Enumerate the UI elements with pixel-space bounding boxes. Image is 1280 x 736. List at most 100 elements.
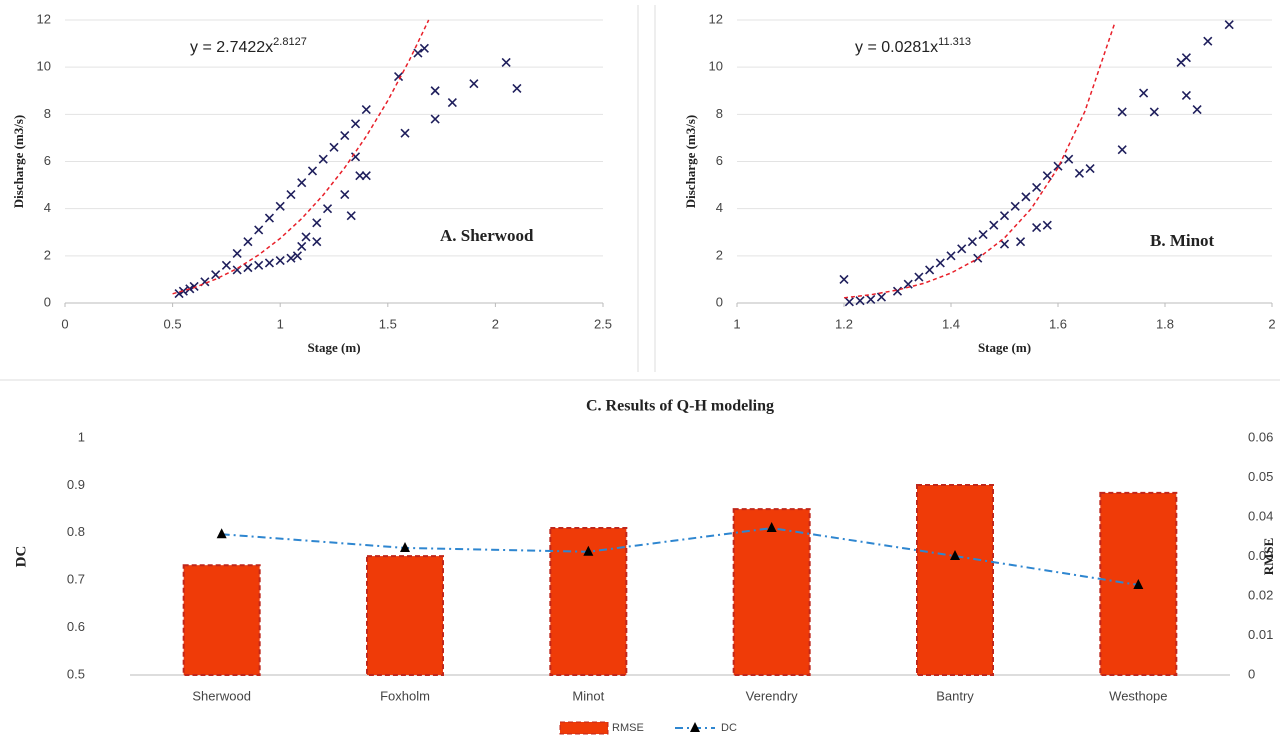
equation: y = 0.0281x11.313 bbox=[855, 36, 971, 56]
y-tick-label: 0 bbox=[44, 294, 51, 309]
x-tick-label: Bantry bbox=[936, 688, 974, 703]
data-point bbox=[243, 237, 253, 247]
data-point bbox=[329, 142, 339, 152]
data-point bbox=[967, 237, 977, 247]
x-tick-label: 1.6 bbox=[1049, 316, 1067, 331]
data-point bbox=[1042, 220, 1052, 230]
data-point bbox=[254, 225, 264, 235]
data-point bbox=[925, 265, 935, 275]
data-point bbox=[254, 260, 264, 270]
data-point bbox=[211, 270, 221, 280]
y-tick-label: 10 bbox=[709, 59, 723, 74]
bar bbox=[366, 555, 444, 676]
y-tick-label: 2 bbox=[44, 247, 51, 262]
y-tick-label: 0.5 bbox=[67, 666, 85, 681]
data-point bbox=[430, 86, 440, 96]
bar bbox=[732, 508, 811, 676]
y-axis-label: DC bbox=[13, 546, 29, 568]
data-point bbox=[501, 57, 511, 68]
y2-tick-label: 0.02 bbox=[1248, 587, 1273, 602]
data-point bbox=[978, 230, 988, 240]
data-point bbox=[1139, 88, 1149, 98]
y2-tick-label: 0.06 bbox=[1248, 429, 1273, 444]
fit-line bbox=[172, 19, 430, 295]
data-point bbox=[419, 43, 429, 53]
data-point bbox=[1074, 168, 1084, 178]
bar bbox=[916, 484, 994, 676]
y-tick-label: 4 bbox=[716, 200, 723, 215]
equation: y = 2.7422x2.8127 bbox=[190, 36, 307, 56]
data-point bbox=[340, 130, 350, 141]
y-tick-label: 12 bbox=[709, 11, 723, 26]
data-point bbox=[297, 178, 307, 188]
annotation: B. Minot bbox=[1150, 231, 1215, 250]
data-point bbox=[312, 237, 322, 247]
data-point bbox=[393, 72, 404, 82]
equation-exponent: 11.313 bbox=[938, 36, 971, 48]
data-point bbox=[1149, 107, 1159, 117]
data-point bbox=[322, 204, 333, 214]
data-point bbox=[361, 171, 371, 181]
x-tick-label: Verendry bbox=[746, 688, 799, 703]
x-tick-label: Foxholm bbox=[380, 688, 430, 703]
data-point bbox=[400, 128, 410, 138]
data-point bbox=[1085, 164, 1095, 174]
x-tick-label: 2.5 bbox=[594, 316, 612, 331]
data-point bbox=[346, 211, 356, 221]
data-point bbox=[1117, 107, 1127, 117]
dc-marker bbox=[766, 522, 777, 533]
y-tick-label: 0 bbox=[716, 294, 723, 309]
data-point bbox=[264, 258, 275, 268]
x-tick-label: Minot bbox=[572, 688, 604, 703]
y-tick-label: 6 bbox=[716, 153, 723, 168]
data-point bbox=[999, 211, 1010, 221]
y-tick-label: 0.7 bbox=[67, 572, 85, 587]
bar bbox=[182, 564, 261, 676]
data-point bbox=[946, 251, 956, 261]
data-point bbox=[876, 292, 887, 302]
y2-tick-label: 0.03 bbox=[1248, 548, 1273, 563]
data-point bbox=[1203, 36, 1213, 46]
annotation: A. Sherwood bbox=[440, 226, 534, 245]
bar bbox=[1099, 491, 1178, 676]
x-tick-label: 1 bbox=[277, 316, 284, 331]
x-tick-label: 1.8 bbox=[1156, 316, 1174, 331]
y-tick-label: 10 bbox=[37, 59, 51, 74]
data-point bbox=[286, 189, 296, 200]
equation-exponent: 2.8127 bbox=[273, 36, 307, 48]
dc-line bbox=[221, 527, 1139, 586]
data-point bbox=[839, 274, 849, 284]
data-point bbox=[1021, 192, 1031, 202]
data-point bbox=[286, 253, 296, 263]
y-tick-label: 0.9 bbox=[67, 477, 85, 492]
data-point bbox=[855, 296, 865, 306]
data-point bbox=[221, 260, 231, 270]
x-tick-label: Westhope bbox=[1109, 688, 1167, 703]
y-axis-label: Discharge (m3/s) bbox=[683, 115, 698, 209]
data-point bbox=[1192, 105, 1202, 115]
data-point bbox=[1064, 154, 1074, 164]
data-point bbox=[512, 83, 522, 93]
data-point bbox=[350, 119, 361, 129]
y2-axis-label: RMSE bbox=[1261, 538, 1276, 576]
x-axis-label: Stage (m) bbox=[307, 340, 360, 355]
y2-tick-label: 0.04 bbox=[1248, 508, 1273, 523]
data-point bbox=[999, 239, 1010, 249]
y-tick-label: 1 bbox=[78, 429, 85, 444]
y-tick-label: 8 bbox=[716, 106, 723, 121]
y-tick-label: 0.6 bbox=[67, 619, 85, 634]
legend-label: RMSE bbox=[612, 722, 644, 734]
legend-swatch bbox=[559, 721, 609, 735]
data-point bbox=[301, 232, 311, 242]
data-point bbox=[1032, 222, 1042, 233]
data-point bbox=[447, 97, 457, 108]
data-point bbox=[361, 105, 371, 115]
x-tick-label: 2 bbox=[1268, 316, 1275, 331]
data-point bbox=[1181, 90, 1191, 101]
data-point bbox=[1181, 53, 1191, 63]
data-point bbox=[935, 258, 945, 268]
data-point bbox=[178, 286, 188, 296]
data-point bbox=[914, 272, 924, 282]
y-tick-label: 4 bbox=[44, 200, 51, 215]
